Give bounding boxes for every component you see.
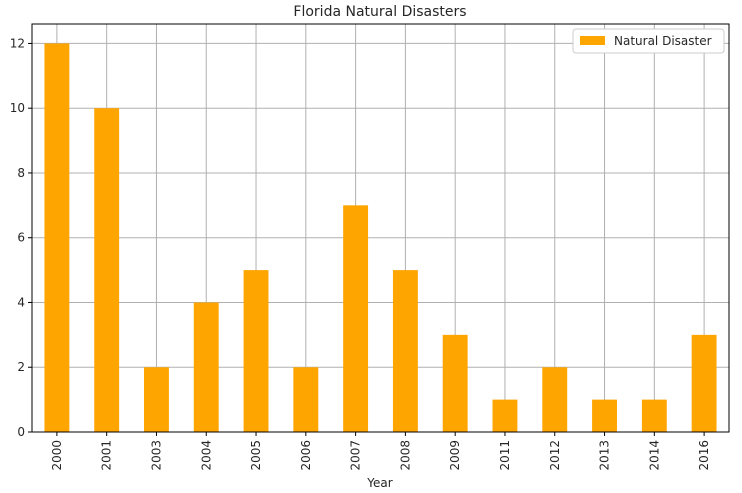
y-tick-label: 8 [17,166,25,180]
x-tick-label: 2003 [149,440,163,471]
x-tick-label: 2001 [100,440,114,471]
bar-2013 [592,399,617,432]
plot-frame [31,23,730,433]
y-tick-label: 12 [10,36,25,50]
x-tick-label: 2004 [199,440,213,471]
x-tick-label: 2016 [697,440,711,471]
y-tick-label: 6 [17,231,25,245]
bar-2006 [293,367,319,432]
legend-label: Natural Disaster [614,34,712,48]
bar-2004 [193,302,219,432]
y-axis-ticks: 0 2 4 6 8 10 12 [10,36,32,439]
x-tick-label: 2014 [647,440,661,471]
bar-2000 [44,43,70,433]
bar-2005 [243,270,269,432]
y-tick-label: 10 [10,101,25,115]
bar-2012 [542,367,568,432]
bar-2003 [144,367,169,432]
bar-2001 [94,108,120,432]
legend: Natural Disaster [572,28,725,54]
x-axis-ticks: 2000 2001 2003 2004 2005 2006 2007 2008 2009 2011… [50,432,711,471]
bars [44,43,717,433]
x-tick-label: 2008 [398,440,412,471]
x-tick-label: 2000 [50,440,64,471]
bar-2008 [392,270,418,432]
y-tick-label: 0 [17,425,25,439]
grid-lines [32,24,729,433]
x-tick-label: 2009 [448,440,462,471]
x-tick-label: 2013 [598,440,612,471]
x-tick-label: 2005 [249,440,263,471]
legend-box [572,28,725,54]
x-tick-label: 2011 [498,440,512,471]
y-tick-label: 4 [17,295,25,309]
x-tick-label: 2006 [299,440,313,471]
bar-2016 [691,334,717,432]
bar-2011 [492,399,518,432]
legend-swatch [580,36,605,45]
bar-2014 [641,399,667,432]
chart-title: Florida Natural Disasters [293,4,466,20]
x-tick-label: 2012 [548,440,562,471]
bar-2007 [343,205,369,432]
bar-2009 [442,334,468,432]
x-tick-label: 2007 [349,440,363,471]
x-axis-label: Year [366,476,392,490]
y-tick-label: 2 [17,360,25,374]
